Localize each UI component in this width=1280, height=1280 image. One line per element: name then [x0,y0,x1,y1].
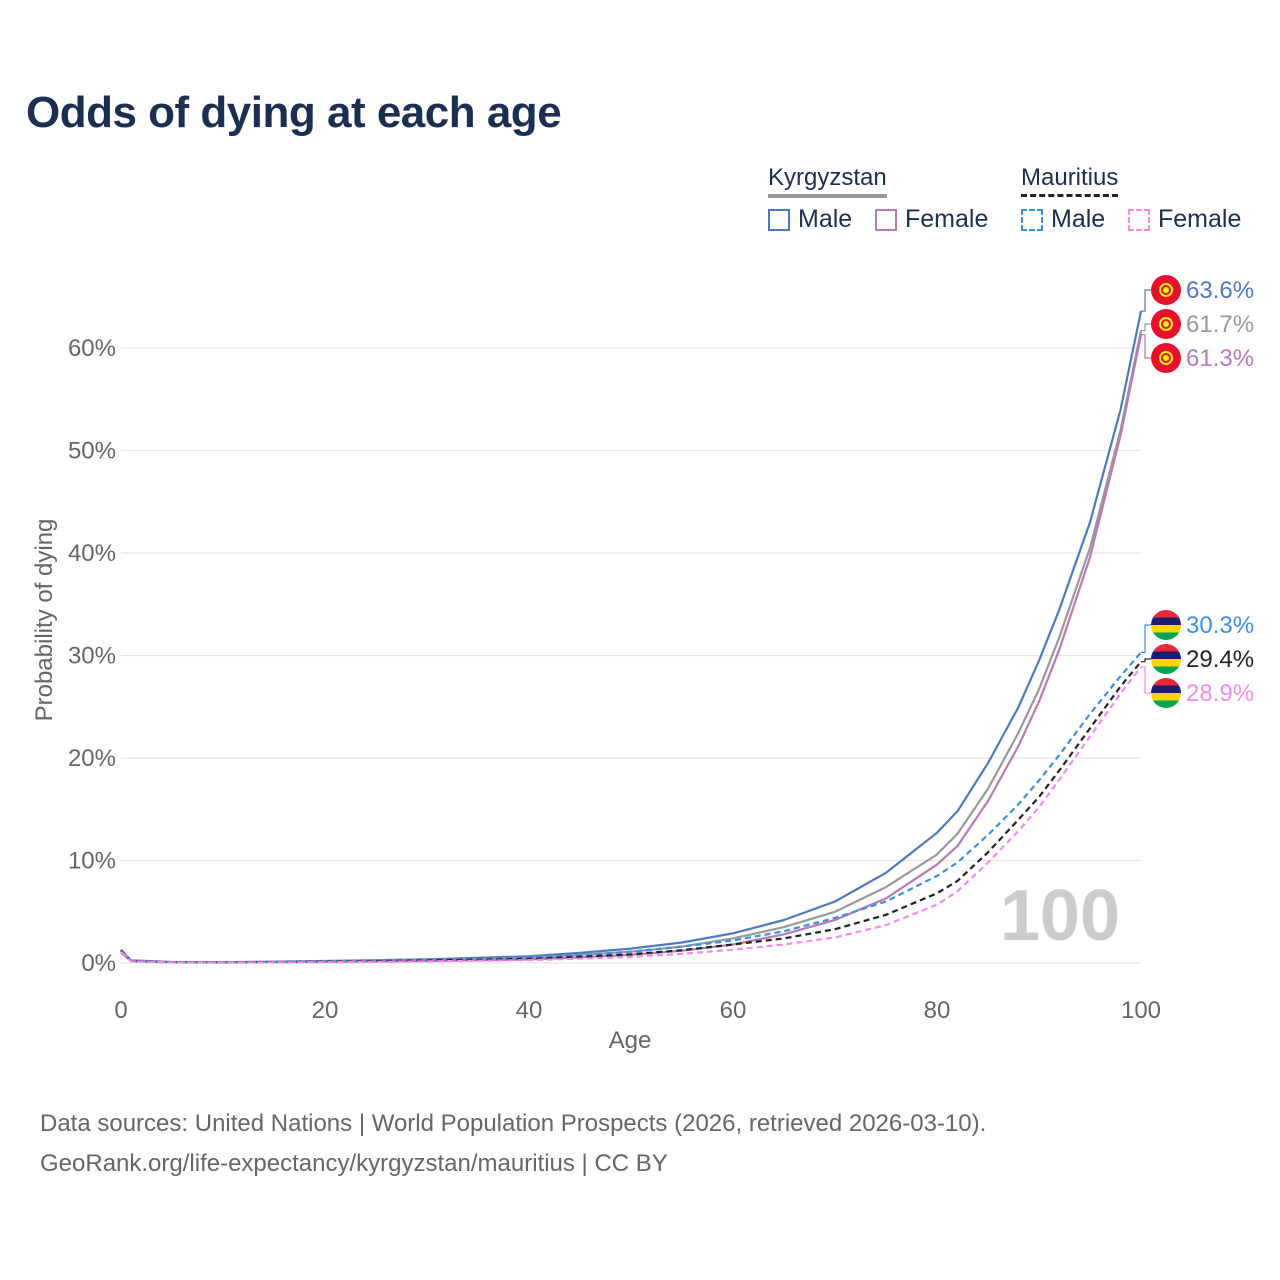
series-line-kyrgyzstan-male[interactable] [120,310,1143,964]
year-watermark: 100 [1000,876,1120,956]
grid [121,347,1141,964]
data-source-note: Data sources: United Nations | World Pop… [40,1110,987,1137]
x-tick-label: 80 [924,997,951,1024]
y-tick-label: 0% [81,950,116,977]
x-tick-label: 40 [516,997,543,1024]
end-value-label: 30.3% [1186,612,1254,639]
series-line-kyrgyzstan-female[interactable] [120,334,1143,964]
x-axis-label: Age [609,1027,652,1054]
label-connector [1141,323,1151,332]
end-labels: 63.6% 61.7% 61.3% 30.3% 29.4% 28.9% [1141,275,1254,708]
x-tick-label: 20 [312,997,339,1024]
chart-title: Odds of dying at each age [26,88,562,137]
series-line-mauritius-total[interactable] [120,660,1142,964]
series-line-mauritius-male[interactable] [120,651,1142,964]
label-connector [1141,658,1151,663]
mauritius-flag-icon [1151,678,1181,708]
mauritius-flag-icon [1151,644,1181,674]
end-value-label: 61.7% [1186,311,1254,338]
end-value-label: 29.4% [1186,646,1254,673]
series-lines [120,310,1143,964]
y-tick-label: 50% [68,438,116,465]
kyrgyzstan-flag-icon [1151,309,1181,339]
footer: Data sources: United Nations | World Pop… [40,1104,986,1184]
label-connector [1141,666,1151,694]
y-tick-label: 10% [68,848,116,875]
kyrgyzstan-flag-icon [1151,275,1181,305]
series-line-mauritius-female[interactable] [120,666,1142,964]
x-axis: 0 20 40 60 80 100 [114,997,1161,1024]
y-axis-label: Probability of dying [31,519,58,722]
chart-area: 100 0% 10% 20% 30% 40% 50% 60% 0 20 40 60 80 100 Ag… [31,275,1254,1054]
end-value-label: 63.6% [1186,277,1254,304]
x-tick-label: 100 [1121,997,1161,1024]
x-tick-label: 0 [114,997,127,1024]
y-tick-label: 30% [68,643,116,670]
y-axis: 0% 10% 20% 30% 40% 50% 60% [68,335,116,977]
end-value-label: 28.9% [1186,680,1254,707]
y-tick-label: 60% [68,335,116,362]
y-tick-label: 20% [68,745,116,772]
y-tick-label: 40% [68,540,116,567]
label-connector [1141,624,1151,654]
label-connector [1141,289,1151,312]
x-tick-label: 60 [720,997,747,1024]
series-line-kyrgyzstan-total[interactable] [120,330,1143,964]
source-link[interactable]: GeoRank.org/life-expectancy/kyrgyzstan/m… [40,1150,668,1177]
kyrgyzstan-flag-icon [1151,343,1181,373]
label-connector [1141,334,1151,359]
end-value-label: 61.3% [1186,345,1254,372]
mauritius-flag-icon [1151,610,1181,640]
